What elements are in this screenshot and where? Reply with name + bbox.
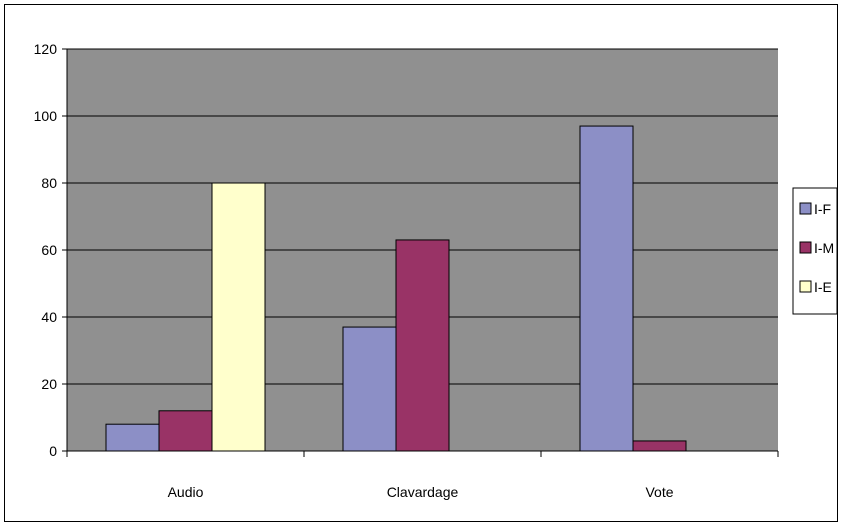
bar-I-E-Audio [211,182,266,452]
y-tick-label: 80 [41,175,57,191]
bar-I-F-Vote [579,125,634,452]
legend-swatch [799,241,812,254]
y-tick-label: 40 [41,309,57,325]
y-tick-label: 0 [49,443,57,459]
bar-I-M-Vote [632,440,687,452]
y-tick-label: 100 [34,108,58,124]
chart-frame: 0 20 40 60 80 100 120 Audio Clavardage Vote I-F I-… [4,4,838,522]
x-tick-label: Audio [168,484,204,500]
bar-I-M-Clavardage [395,239,450,452]
legend-swatch [799,202,812,215]
bar-I-M-Audio [158,410,213,452]
legend-swatch [799,280,812,293]
x-tick-label: Clavardage [387,484,459,500]
x-tick-label: Vote [645,484,673,500]
legend: I-F I-M I-E [792,187,838,315]
legend-label: I-M [814,240,834,256]
y-tick-label: 120 [34,41,58,57]
bar-I-F-Clavardage [342,326,397,452]
y-tick-label: 20 [41,376,57,392]
bar-I-F-Audio [105,423,160,452]
bars [105,125,687,452]
axes: 0 20 40 60 80 100 120 Audio Clavardage Vote [34,41,779,500]
legend-label: I-E [814,279,832,295]
y-tick-label: 60 [41,242,57,258]
legend-label: I-F [814,201,831,217]
